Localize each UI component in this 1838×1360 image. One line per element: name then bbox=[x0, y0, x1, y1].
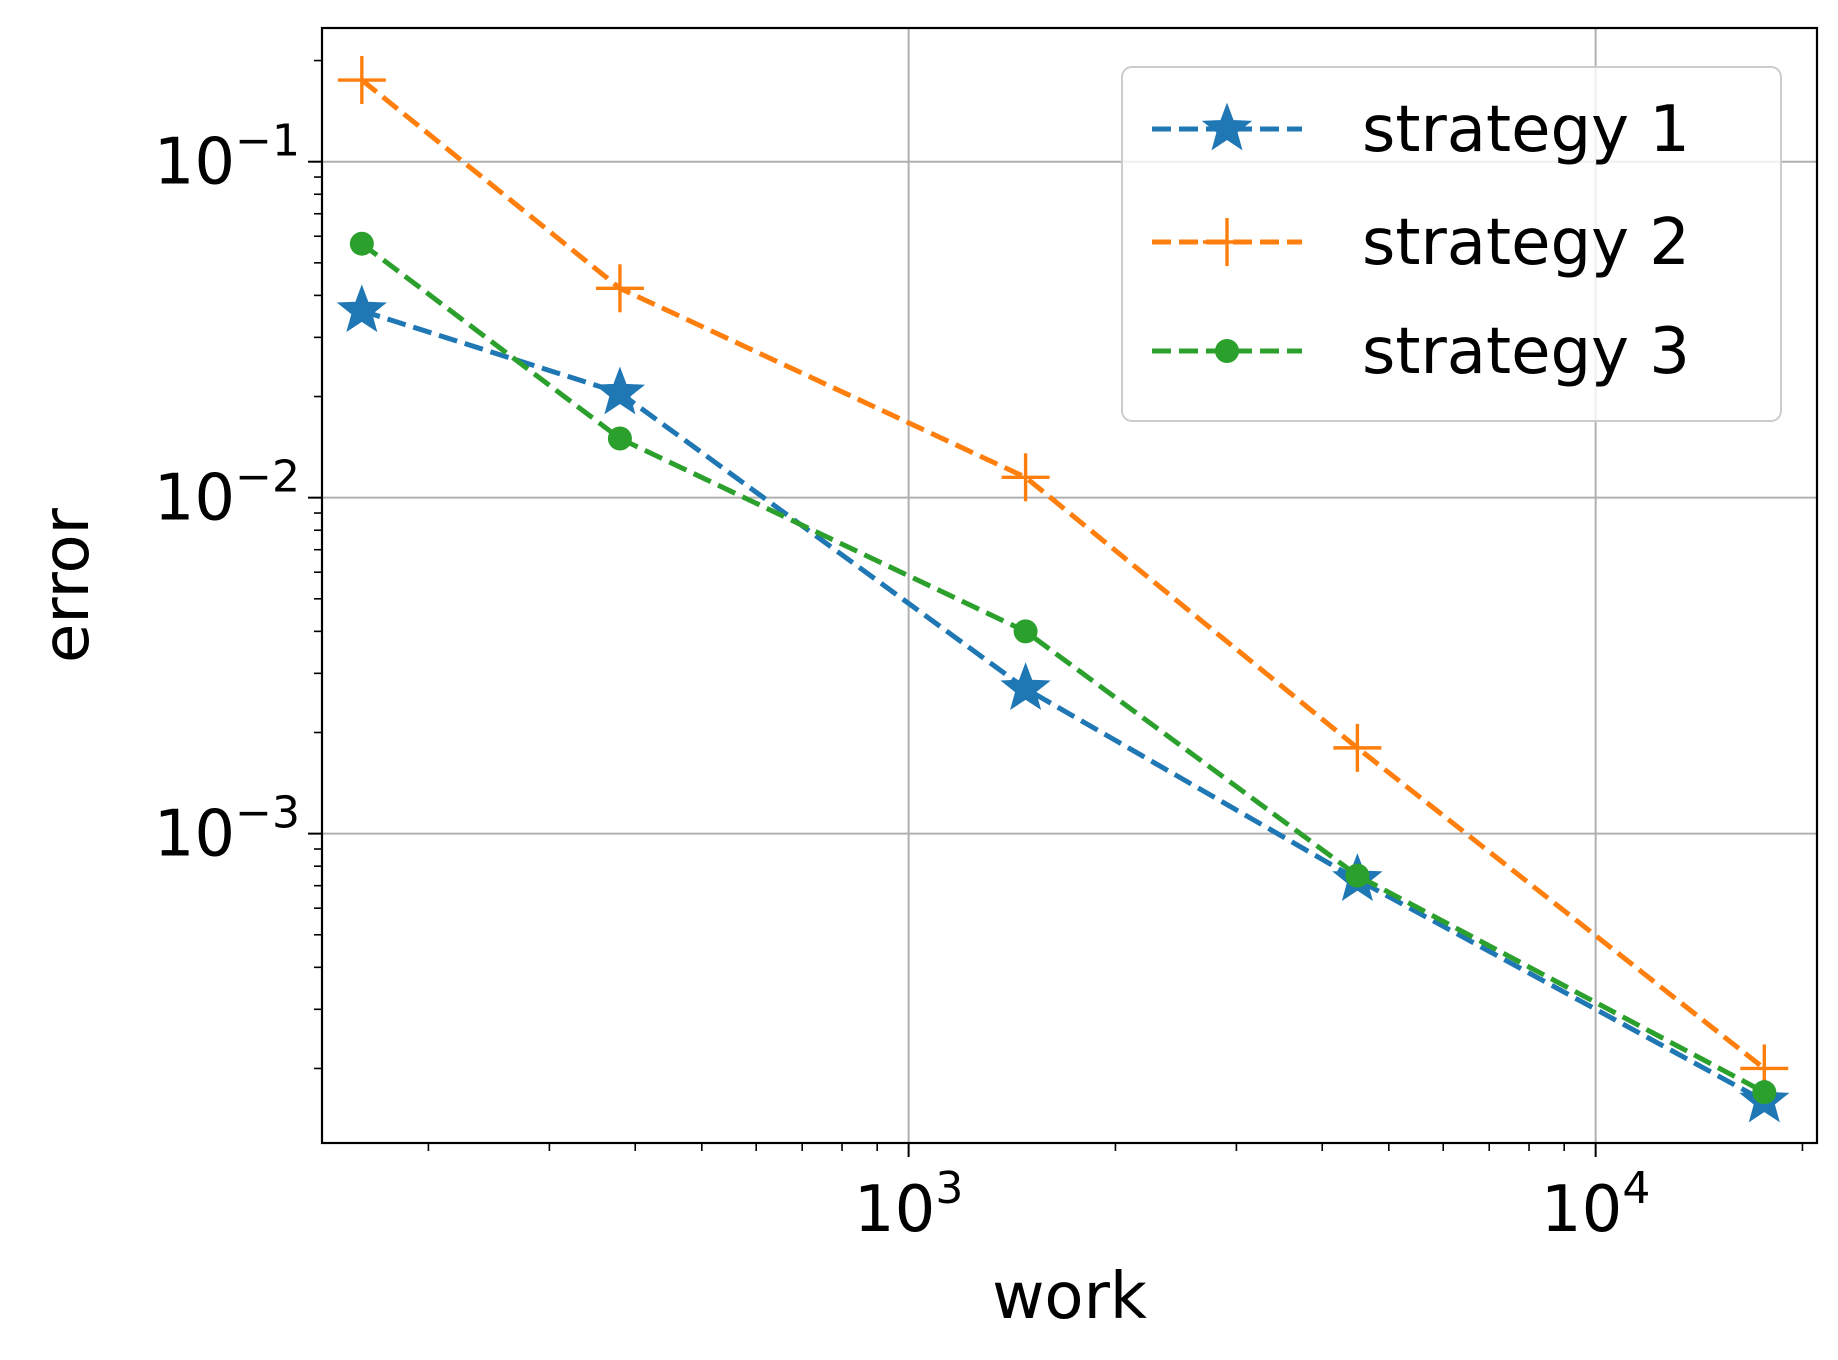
legend-entry-1: strategy 1 bbox=[1152, 93, 1690, 167]
series-layer bbox=[336, 56, 1790, 1123]
legend: strategy 1 strategy 2 strategy 3 bbox=[1121, 66, 1782, 422]
legend-box bbox=[1121, 66, 1782, 422]
series-line bbox=[360, 78, 1766, 1071]
legend-entry-3: strategy 3 bbox=[1152, 315, 1690, 389]
x-tick-label: 104 bbox=[1541, 1163, 1650, 1247]
star-marker bbox=[594, 366, 646, 415]
circle-marker bbox=[1215, 339, 1239, 363]
series-3 bbox=[349, 231, 1777, 1105]
circle-marker bbox=[607, 426, 632, 451]
legend-entry-2: strategy 2 bbox=[1152, 206, 1690, 280]
plus-marker bbox=[1001, 453, 1050, 502]
legend-label: strategy 3 bbox=[1362, 315, 1690, 389]
tick-labels: 103 104 10−1 10−2 10−3 bbox=[154, 116, 1651, 1247]
plus-marker bbox=[1333, 723, 1382, 772]
y-tick-label: 10−3 bbox=[154, 788, 300, 872]
circle-marker bbox=[1345, 863, 1370, 888]
major-ticks bbox=[308, 160, 1597, 1157]
circle-marker bbox=[349, 231, 374, 256]
star-marker bbox=[1000, 662, 1051, 711]
y-axis-label: error bbox=[30, 507, 104, 663]
plot-frame bbox=[320, 26, 1819, 1145]
star-marker bbox=[1201, 102, 1253, 151]
plus-marker bbox=[595, 264, 644, 313]
series-2 bbox=[337, 56, 1789, 1093]
plus-marker bbox=[1203, 218, 1251, 266]
x-tick-label: 103 bbox=[854, 1163, 963, 1247]
x-axis-label: work bbox=[992, 1260, 1147, 1334]
legend-label: strategy 2 bbox=[1362, 206, 1690, 280]
circle-marker bbox=[1752, 1080, 1777, 1105]
legend-label: strategy 1 bbox=[1362, 93, 1690, 167]
circle-marker bbox=[1013, 619, 1038, 644]
star-marker bbox=[336, 284, 387, 333]
y-tick-label: 10−2 bbox=[154, 452, 300, 536]
minor-ticks bbox=[314, 59, 1804, 1151]
y-tick-label: 10−1 bbox=[154, 116, 300, 200]
plus-marker bbox=[337, 56, 386, 105]
